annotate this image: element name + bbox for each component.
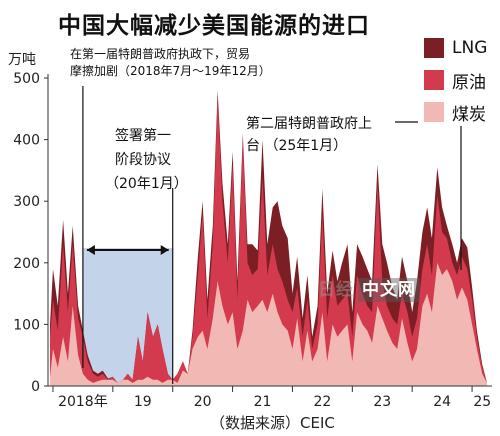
legend-item: 原油 [418, 66, 496, 94]
axes: 0 100 200 300 400 500 万吨 2018年 19 20 21 22 23 24 25 [8, 52, 492, 410]
legend: LNG 原油煤炭 [418, 30, 496, 126]
y-tick-label: 500 [13, 71, 40, 87]
x-tick-label: 24 [433, 394, 451, 410]
arrow-head-right [160, 245, 169, 255]
x-tick-label: 22 [313, 394, 331, 410]
x-tick-label: 2018年 [58, 394, 108, 410]
arrow-head-left [86, 245, 95, 255]
annotation-second-admin-line: 台 （25年1月） [246, 138, 347, 154]
annotation-second-admin-line: 第二届特朗普政府上 [246, 115, 372, 132]
watermark-box-text: 中文网 [358, 278, 420, 302]
legend-label: LNG [452, 38, 488, 58]
data-source: （数据来源）CEIC [210, 414, 335, 432]
y-tick-label: 200 [13, 256, 40, 272]
annotation-first-admin-line: 摩擦加剧（2018年7月～19年12月） [70, 63, 271, 78]
x-tick-label: 20 [194, 394, 212, 410]
watermark-text: 日经 [318, 280, 354, 300]
y-tick-label: 0 [31, 379, 40, 395]
nikkei-watermark: 日经 中文网 [318, 275, 420, 302]
annotation-phase-one-line: （20年1月） [105, 176, 188, 192]
x-tick-label: 25 [473, 394, 491, 410]
x-tick-label: 23 [373, 394, 391, 410]
legend-swatch [424, 38, 444, 58]
legend-label: 原油 [452, 72, 486, 93]
x-tick-label: 19 [134, 394, 152, 410]
area-煤炭 [49, 262, 488, 386]
chart-title: 中国大幅减少美国能源的进口 [58, 13, 370, 39]
y-axis-unit: 万吨 [8, 52, 36, 68]
annotation-first-admin-line: 在第一届特朗普政府执政下，贸易 [70, 46, 250, 61]
y-tick-label: 400 [13, 133, 40, 149]
legend-swatch [424, 70, 444, 90]
x-tick-label: 21 [254, 394, 272, 410]
annotation-phase-one-line: 签署第一 [115, 127, 171, 144]
legend-item: LNG [418, 34, 496, 62]
plot-area [49, 90, 488, 387]
legend-item: 煤炭 [418, 98, 496, 126]
legend-label: 煤炭 [452, 104, 486, 125]
annotation-phase-one-line: 阶段协议 [115, 152, 171, 168]
legend-swatch [424, 102, 444, 122]
y-tick-label: 100 [13, 317, 40, 333]
y-tick-label: 300 [13, 194, 40, 210]
